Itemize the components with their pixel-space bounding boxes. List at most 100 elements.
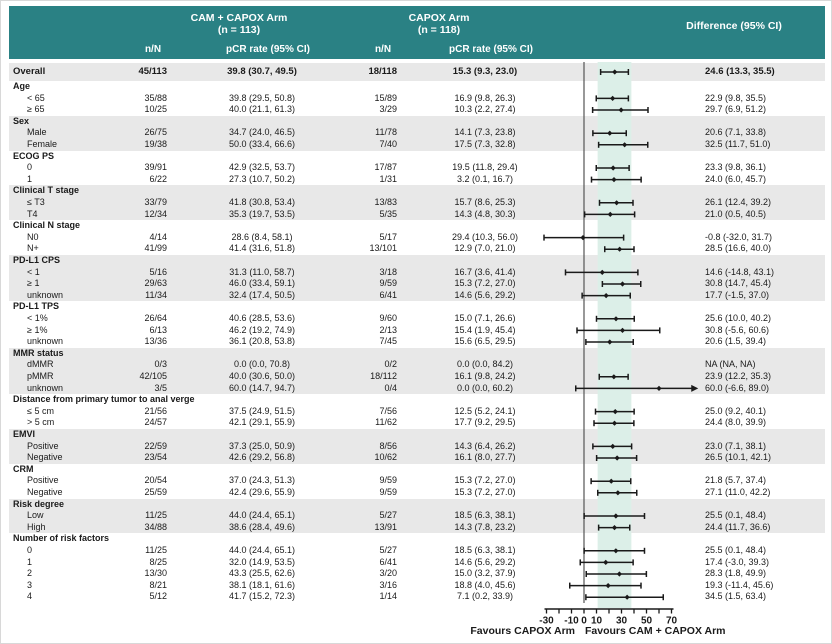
arm1-pcr-rate: 36.1 (20.8, 53.8): [228, 336, 296, 347]
arm1-n-of-N: 12/34: [144, 208, 167, 219]
arm2-n-of-N: 9/59: [379, 487, 397, 497]
arm2-n-of-N: 13/83: [374, 197, 397, 207]
arm2-pcr-rate: 0.0 (0.0, 84.2): [456, 359, 514, 370]
difference-value: 14.6 (-14.8, 43.1): [705, 266, 775, 277]
difference-value: 22.9 (9.8, 35.5): [705, 92, 767, 103]
arm2-n-of-N: 13/101: [369, 243, 397, 254]
arm1-pcr-rate: 43.3 (25.5, 62.6): [228, 568, 296, 579]
arm1-n-of-N: 24/57: [144, 417, 167, 428]
arm1-pcr-rate: 38.1 (18.1, 61.6): [228, 579, 296, 590]
table-row: Overall 45/113 39.8 (30.7, 49.5) 18/118 15.3…: [9, 63, 825, 81]
difference-value: 20.6 (7.1, 33.8): [705, 127, 767, 138]
table-row: < 1 5/16 31.3 (11.0, 58.7) 3/18 16.7 (3.6, 4…: [9, 266, 825, 279]
arm2-n-of-N: 3/18: [379, 266, 397, 277]
difference-value: 25.0 (9.2, 40.1): [705, 405, 767, 416]
difference-value: 26.5 (10.1, 42.1): [705, 452, 772, 463]
arm1-n-of-N: 25/59: [144, 487, 167, 497]
arm2-n-of-N: 8/56: [379, 440, 397, 451]
arm1-n-of-N: 39/91: [144, 162, 167, 173]
difference-value: 32.5 (11.7, 51.0): [705, 139, 771, 149]
arm1-pcr-rate: 27.3 (10.7, 50.2): [228, 173, 296, 184]
group-row: CRM: [9, 464, 825, 476]
subgroup-label: 0: [27, 545, 33, 555]
group-row: Risk degree: [9, 498, 825, 511]
arm2-n-of-N: 7/56: [379, 405, 397, 416]
subgroup-label: > 5 cm: [27, 417, 55, 428]
arm2-pcr-rate: 17.7 (9.2, 29.5): [454, 417, 516, 428]
table-row: ≥ 65 10/25 40.0 (21.1, 61.3) 3/29 10.3 (2.2,…: [9, 104, 825, 116]
difference-value: 24.4 (11.7, 36.6): [705, 521, 771, 532]
arm2-n-of-N: 3/16: [379, 579, 397, 590]
group-row: MMR status: [9, 347, 825, 360]
subgroup-label: EMVI: [13, 429, 36, 439]
difference-value: 28.3 (1.8, 49.9): [705, 568, 767, 579]
arm2-n-of-N: 1/31: [379, 173, 397, 184]
arm2-n-of-N: 6/41: [379, 556, 397, 567]
arm2-pcr-rate: 14.3 (6.4, 26.2): [454, 440, 516, 451]
arm1-pcr-rate: 40.0 (30.6, 50.0): [228, 371, 296, 381]
table-row: pMMR 42/105 40.0 (30.6, 50.0) 18/112 16.1 (9…: [9, 371, 825, 383]
arm1-pcr-rate: 32.4 (17.4, 50.5): [228, 289, 296, 300]
difference-value: 23.9 (12.2, 35.3): [705, 371, 772, 381]
arm1-pcr-rate: 31.3 (11.0, 58.7): [229, 266, 295, 277]
arm1-pcr-rate: 42.9 (32.5, 53.7): [228, 162, 296, 173]
subgroup-label: Positive: [27, 440, 59, 451]
arm2-n-of-N: 9/60: [379, 313, 397, 323]
table-row: unknown 11/34 32.4 (17.4, 50.5) 6/41 14.6 (5…: [9, 289, 825, 302]
table-row: High 34/88 38.6 (28.4, 49.6) 13/91 14.3 (7.8…: [9, 521, 825, 534]
arm1-n-of-N: 23/54: [144, 452, 167, 463]
arm1-n-of-N: 11/25: [145, 510, 167, 521]
arm2-n-of-N: 18/112: [370, 371, 397, 381]
arm1-n-of-N: 6/13: [149, 324, 167, 335]
table-row: 2 13/30 43.3 (25.5, 62.6) 3/20 15.0 (3.2, 37…: [9, 568, 825, 580]
arm1-n-of-N: 8/21: [149, 579, 167, 590]
subgroup-label: Clinical N stage: [13, 220, 81, 231]
table-row: Low 11/25 44.0 (24.4, 65.1) 5/27 18.5 (6.3, …: [9, 510, 825, 522]
difference-value: 17.7 (-1.5, 37.0): [705, 289, 770, 300]
table-row: unknown 13/36 36.1 (20.8, 53.8) 7/45 15.6 (6…: [9, 336, 825, 348]
table-row: Negative 25/59 42.4 (29.6, 55.9) 9/59 15.3 (…: [9, 487, 825, 499]
difference-value: 17.4 (-3.0, 39.3): [705, 556, 770, 567]
arm2-n-of-N: 11/78: [375, 127, 397, 138]
arm2-n-of-N: 11/62: [375, 417, 397, 428]
subgroup-label: Clinical T stage: [13, 185, 80, 196]
arm2-pcr-rate: 15.0 (7.1, 26.6): [454, 313, 516, 323]
arm1-n-of-N: 21/56: [144, 405, 167, 416]
difference-value: 20.6 (1.5, 39.4): [705, 336, 767, 347]
arm2-pcr-rate: 15.3 (7.2, 27.0): [454, 487, 516, 497]
difference-value: -0.8 (-32.0, 31.7): [705, 231, 773, 242]
arm1-nN-column-header: n/N: [144, 44, 162, 55]
difference-value: 30.8 (-5.6, 60.6): [705, 324, 770, 335]
group-row: ECOG PS: [9, 151, 825, 163]
arm1-n-of-N: 6/22: [149, 173, 167, 184]
arm1-n-of-N: 29/63: [144, 278, 167, 289]
arm2-pcr-rate: 7.1 (0.2, 33.9): [456, 591, 514, 602]
subgroup-label: Male: [27, 127, 47, 138]
table-row: Female 19/38 50.0 (33.4, 66.6) 7/40 17.5 (7.…: [9, 139, 825, 151]
subgroup-label: ≤ T3: [27, 197, 45, 207]
arm2-pcr-rate: 14.1 (7.3, 23.8): [454, 127, 516, 138]
table-row: Positive 22/59 37.3 (25.0, 50.9) 8/56 14.3 (…: [9, 440, 825, 453]
subgroup-label: MMR status: [13, 347, 64, 358]
table-row: ≥ 1% 6/13 46.2 (19.2, 74.9) 2/13 15.4 (1.9, …: [9, 325, 825, 337]
arm2-n-of-N: 10/62: [374, 452, 397, 463]
difference-value: 28.5 (16.6, 40.0): [705, 243, 772, 254]
arm1-n-of-N: 13/36: [144, 336, 167, 347]
table-row: Positive 20/54 37.0 (24.3, 51.3) 9/59 15.3 (…: [9, 475, 825, 487]
arm1-n-of-N: 10/25: [144, 104, 167, 115]
difference-value: 24.6 (13.3, 35.5): [705, 66, 775, 77]
arm2-pcr-rate: 15.3 (9.3, 23.0): [452, 66, 518, 77]
arm2-n-of-N: 3/20: [379, 568, 397, 579]
arm1-pcr-rate: 40.0 (21.1, 61.3): [228, 104, 296, 115]
arm1-n-of-N: 26/64: [144, 313, 167, 323]
table-header: CAM + CAPOX Arm (n = 113) CAPOX Arm (n =…: [9, 6, 825, 59]
subgroup-label: 0: [27, 162, 33, 173]
difference-value: 60.0 (-6.6, 89.0): [705, 382, 770, 393]
arm1-n-of-N: 35/88: [144, 92, 167, 103]
arm2-pcr-rate: 12.5 (5.2, 24.1): [454, 405, 516, 416]
arm2-n-of-N: 7/40: [379, 139, 397, 149]
arm1-pcr-rate: 60.0 (14.7, 94.7): [228, 382, 296, 393]
subgroup-label: N+: [27, 243, 39, 254]
arm1-header: CAM + CAPOX Arm (n = 113): [149, 12, 329, 36]
arm2-n-of-N: 13/91: [374, 521, 397, 532]
